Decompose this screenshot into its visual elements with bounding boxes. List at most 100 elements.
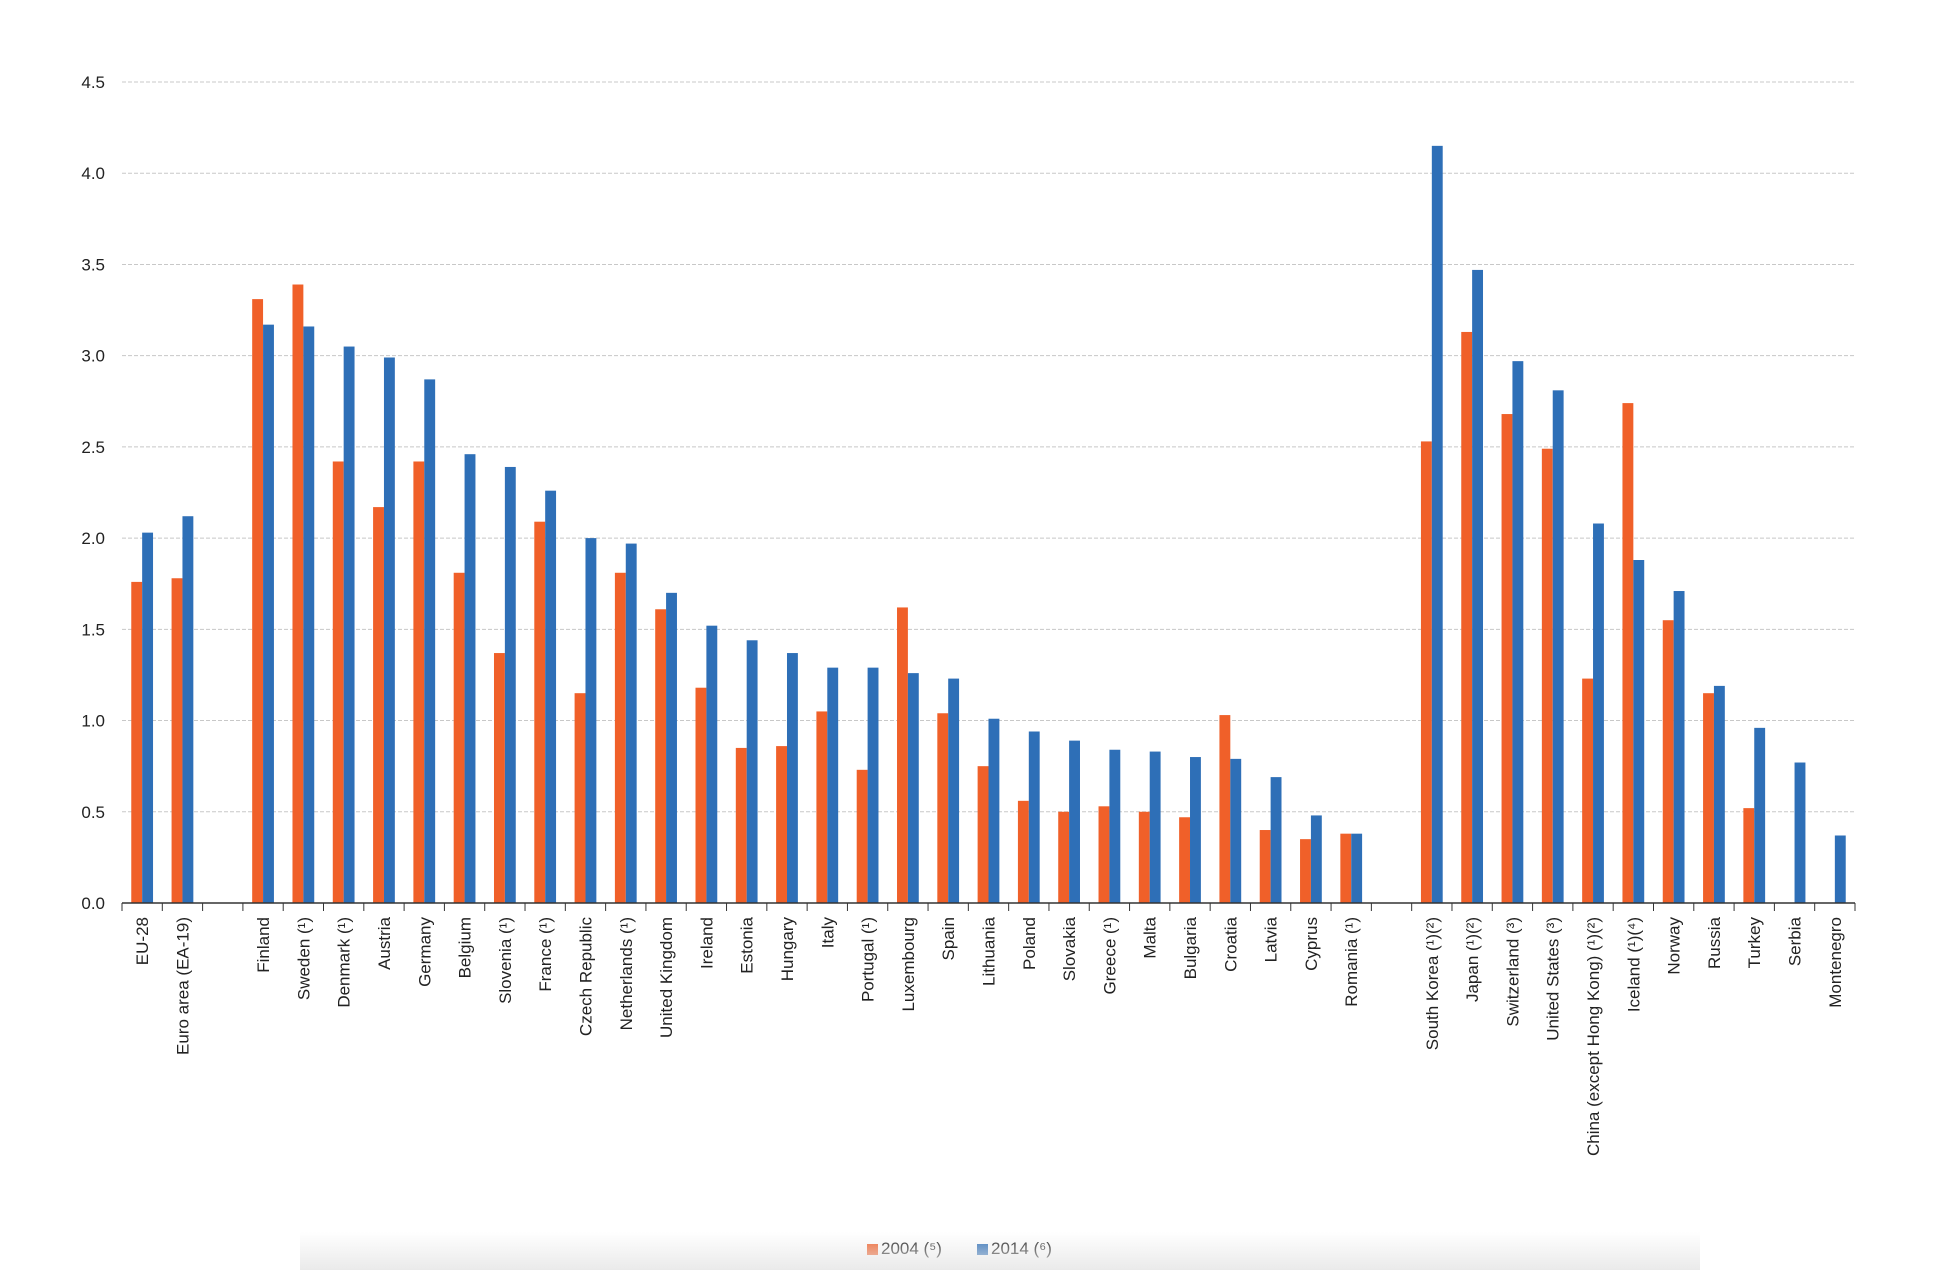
bar-2014[interactable]: [545, 490, 557, 903]
bar-2004[interactable]: [655, 609, 667, 903]
x-tick-label: Montenegro: [1826, 917, 1845, 1008]
bar-2004[interactable]: [937, 713, 949, 903]
bar-2014[interactable]: [1512, 361, 1524, 903]
bar-2014[interactable]: [1552, 390, 1564, 903]
bar-2004[interactable]: [534, 521, 546, 903]
y-tick-label: 2.5: [81, 438, 105, 457]
bar-2004[interactable]: [1420, 441, 1432, 903]
x-tick-label: Slovenia (¹): [496, 917, 515, 1004]
x-tick-label: EU-28: [133, 917, 152, 965]
bar-2014[interactable]: [1270, 777, 1282, 903]
bar-2014[interactable]: [666, 592, 677, 903]
bar-2014[interactable]: [263, 324, 274, 903]
bar-2014[interactable]: [706, 625, 718, 903]
bar-2004[interactable]: [1179, 817, 1191, 903]
bar-2014[interactable]: [1593, 523, 1604, 903]
bar-2014[interactable]: [1431, 145, 1443, 903]
bar-2014[interactable]: [907, 673, 919, 903]
bar-2004[interactable]: [373, 507, 384, 903]
bar-2014[interactable]: [424, 379, 436, 904]
bar-2004[interactable]: [493, 653, 505, 903]
x-tick-label: Japan (¹)(²): [1463, 917, 1482, 1002]
bar-2004[interactable]: [1098, 806, 1110, 903]
bar-2014[interactable]: [1149, 751, 1161, 903]
y-tick-label: 2.0: [81, 529, 105, 548]
bar-2014[interactable]: [1028, 731, 1040, 903]
bar-2004[interactable]: [735, 747, 747, 903]
x-tick-label: Cyprus: [1302, 917, 1321, 971]
bar-2004[interactable]: [1461, 331, 1473, 904]
bar-2014[interactable]: [383, 357, 395, 904]
bar-2004[interactable]: [1743, 808, 1755, 903]
bar-2014[interactable]: [1109, 749, 1121, 903]
bar-2014[interactable]: [1069, 740, 1080, 903]
x-tick-label: South Korea (¹)(²): [1423, 917, 1442, 1050]
bar-2004[interactable]: [292, 284, 304, 904]
bar-2014[interactable]: [948, 678, 960, 903]
bar-2004[interactable]: [1582, 678, 1594, 903]
bar-2004[interactable]: [453, 572, 465, 903]
x-tick-label: Greece (¹): [1100, 917, 1119, 994]
bar-2014[interactable]: [303, 326, 315, 903]
bar-2004[interactable]: [574, 693, 586, 903]
bar-2014[interactable]: [746, 640, 758, 903]
bar-2014[interactable]: [1472, 269, 1484, 903]
bar-2004[interactable]: [614, 572, 626, 903]
x-tick-label: United States (³): [1544, 917, 1563, 1041]
bar-2014[interactable]: [343, 346, 355, 903]
bar-2004[interactable]: [1622, 403, 1634, 903]
bar-2014[interactable]: [1230, 758, 1242, 903]
bar-2014[interactable]: [988, 718, 1000, 903]
bar-2014[interactable]: [1633, 560, 1645, 903]
bar-2014[interactable]: [1713, 685, 1725, 903]
bar-2014[interactable]: [1351, 833, 1363, 903]
bar-2004[interactable]: [1340, 833, 1352, 903]
bar-2004[interactable]: [977, 766, 989, 903]
bar-2004[interactable]: [776, 746, 787, 903]
bar-2014[interactable]: [182, 516, 194, 903]
bar-2014[interactable]: [1834, 835, 1846, 903]
bar-2004[interactable]: [1259, 830, 1271, 903]
bar-2004[interactable]: [1703, 693, 1714, 903]
bar-2014[interactable]: [504, 466, 516, 903]
bar-2004[interactable]: [1017, 800, 1029, 903]
bar-2004[interactable]: [131, 581, 143, 903]
bar-2014[interactable]: [1190, 757, 1201, 903]
bar-2014[interactable]: [585, 538, 597, 903]
bar-2004[interactable]: [1058, 811, 1070, 903]
bar-2004[interactable]: [252, 299, 264, 903]
bar-2004[interactable]: [856, 769, 868, 903]
y-tick-label: 4.0: [81, 164, 105, 183]
bar-2004[interactable]: [1300, 839, 1311, 903]
bar-2014[interactable]: [625, 543, 637, 903]
bar-2004[interactable]: [1219, 715, 1231, 903]
bar-2004[interactable]: [1541, 448, 1553, 903]
bar-2004[interactable]: [332, 461, 344, 903]
x-tick-label: Slovakia: [1060, 916, 1079, 981]
bar-2004[interactable]: [413, 461, 425, 903]
bar-2014[interactable]: [1794, 762, 1806, 903]
bar-2014[interactable]: [827, 667, 839, 903]
bar-2014[interactable]: [786, 653, 798, 903]
bar-2014[interactable]: [867, 667, 879, 903]
x-tick-label: Switzerland (³): [1503, 917, 1522, 1027]
bar-2014[interactable]: [464, 454, 476, 903]
bar-2004[interactable]: [1662, 620, 1674, 903]
x-tick-label: Estonia: [738, 916, 757, 973]
bar-2004[interactable]: [1138, 811, 1150, 903]
bar-2014[interactable]: [142, 532, 154, 903]
bar-2004[interactable]: [695, 687, 707, 903]
x-tick-label: Serbia: [1786, 916, 1805, 966]
x-tick-label: Austria: [375, 916, 394, 969]
bar-2004[interactable]: [171, 578, 183, 903]
bar-2004[interactable]: [897, 607, 908, 903]
x-tick-label: Portugal (¹): [859, 917, 878, 1002]
bar-2014[interactable]: [1310, 815, 1322, 903]
bar-2004[interactable]: [816, 711, 828, 903]
x-tick-label: United Kingdom: [657, 917, 676, 1038]
bar-2014[interactable]: [1754, 727, 1766, 903]
x-tick-label: Poland: [1020, 917, 1039, 970]
bar-2004[interactable]: [1501, 414, 1513, 903]
bar-2014[interactable]: [1673, 591, 1685, 903]
